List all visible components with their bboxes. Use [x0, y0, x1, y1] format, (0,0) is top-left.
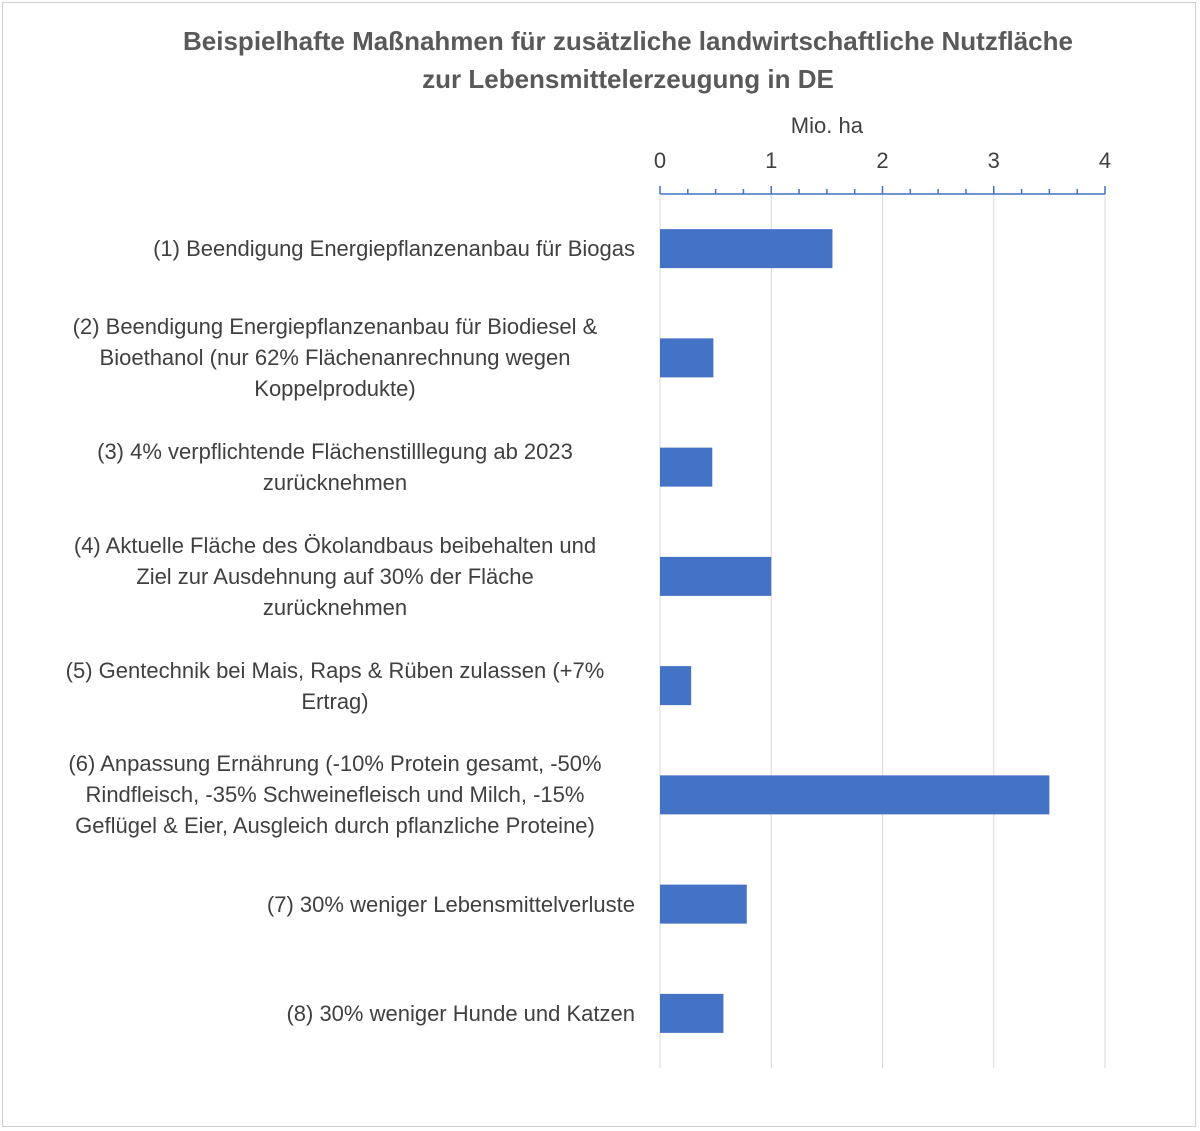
x-axis-title: Mio. ha: [791, 113, 864, 138]
category-label-line: Bioethanol (nur 62% Flächenanrechnung we…: [99, 345, 571, 371]
bar: [660, 666, 692, 706]
chart-title-line-2: zur Lebensmittelerzeugung in DE: [422, 64, 834, 94]
category-label-line: (5) Gentechnik bei Mais, Raps & Rüben zu…: [65, 657, 605, 683]
bar: [660, 775, 1050, 815]
x-tick-label: 1: [765, 148, 777, 173]
x-tick-label: 4: [1099, 148, 1111, 173]
category-label-line: Koppelprodukte): [254, 376, 416, 402]
category-label-line: zurücknehmen: [262, 594, 408, 620]
chart-title: Beispielhafte Maßnahmen für zusätzliche …: [0, 22, 1200, 98]
category-label: (1) Beendigung Energiepflanzenanbau für …: [35, 233, 635, 264]
category-label-line: (3) 4% verpflichtende Flächenstilllegung…: [97, 439, 573, 465]
category-label-line: (2) Beendigung Energiepflanzenanbau für …: [72, 314, 598, 340]
category-label: (2) Beendigung Energiepflanzenanbau für …: [35, 311, 635, 404]
category-label-line: Rindfleisch, -35% Schweinefleisch und Mi…: [85, 782, 585, 808]
category-label: (5) Gentechnik bei Mais, Raps & Rüben zu…: [35, 655, 635, 717]
category-label: (8) 30% weniger Hunde und Katzen: [35, 998, 635, 1029]
category-label: (6) Anpassung Ernährung (-10% Protein ge…: [35, 748, 635, 841]
category-label-line: Ertrag): [301, 688, 369, 714]
category-label-line: Geflügel & Eier, Ausgleich durch pflanzl…: [75, 813, 595, 839]
chart-title-line-1: Beispielhafte Maßnahmen für zusätzliche …: [183, 26, 1073, 56]
category-label-line: zurücknehmen: [262, 470, 408, 496]
bar: [660, 338, 714, 378]
category-label-line: Ziel zur Ausdehnung auf 30% der Fläche: [136, 563, 534, 589]
bar: [660, 229, 833, 269]
category-label: (3) 4% verpflichtende Flächenstilllegung…: [35, 436, 635, 498]
category-label: (7) 30% weniger Lebensmittelverluste: [35, 889, 635, 920]
category-label-line: (7) 30% weniger Lebensmittelverluste: [266, 891, 635, 917]
bar: [660, 993, 724, 1033]
bar: [660, 447, 713, 487]
category-label-line: (8) 30% weniger Hunde und Katzen: [286, 1000, 635, 1026]
x-tick-label: 0: [654, 148, 666, 173]
x-tick-label: 3: [988, 148, 1000, 173]
category-label-line: (4) Aktuelle Fläche des Ökolandbaus beib…: [73, 532, 597, 558]
category-label-line: (6) Anpassung Ernährung (-10% Protein ge…: [68, 751, 602, 777]
x-tick-label: 2: [876, 148, 888, 173]
category-label: (4) Aktuelle Fläche des Ökolandbaus beib…: [35, 530, 635, 623]
bar: [660, 884, 747, 924]
bar: [660, 556, 772, 596]
category-label-line: (1) Beendigung Energiepflanzenanbau für …: [153, 236, 635, 262]
